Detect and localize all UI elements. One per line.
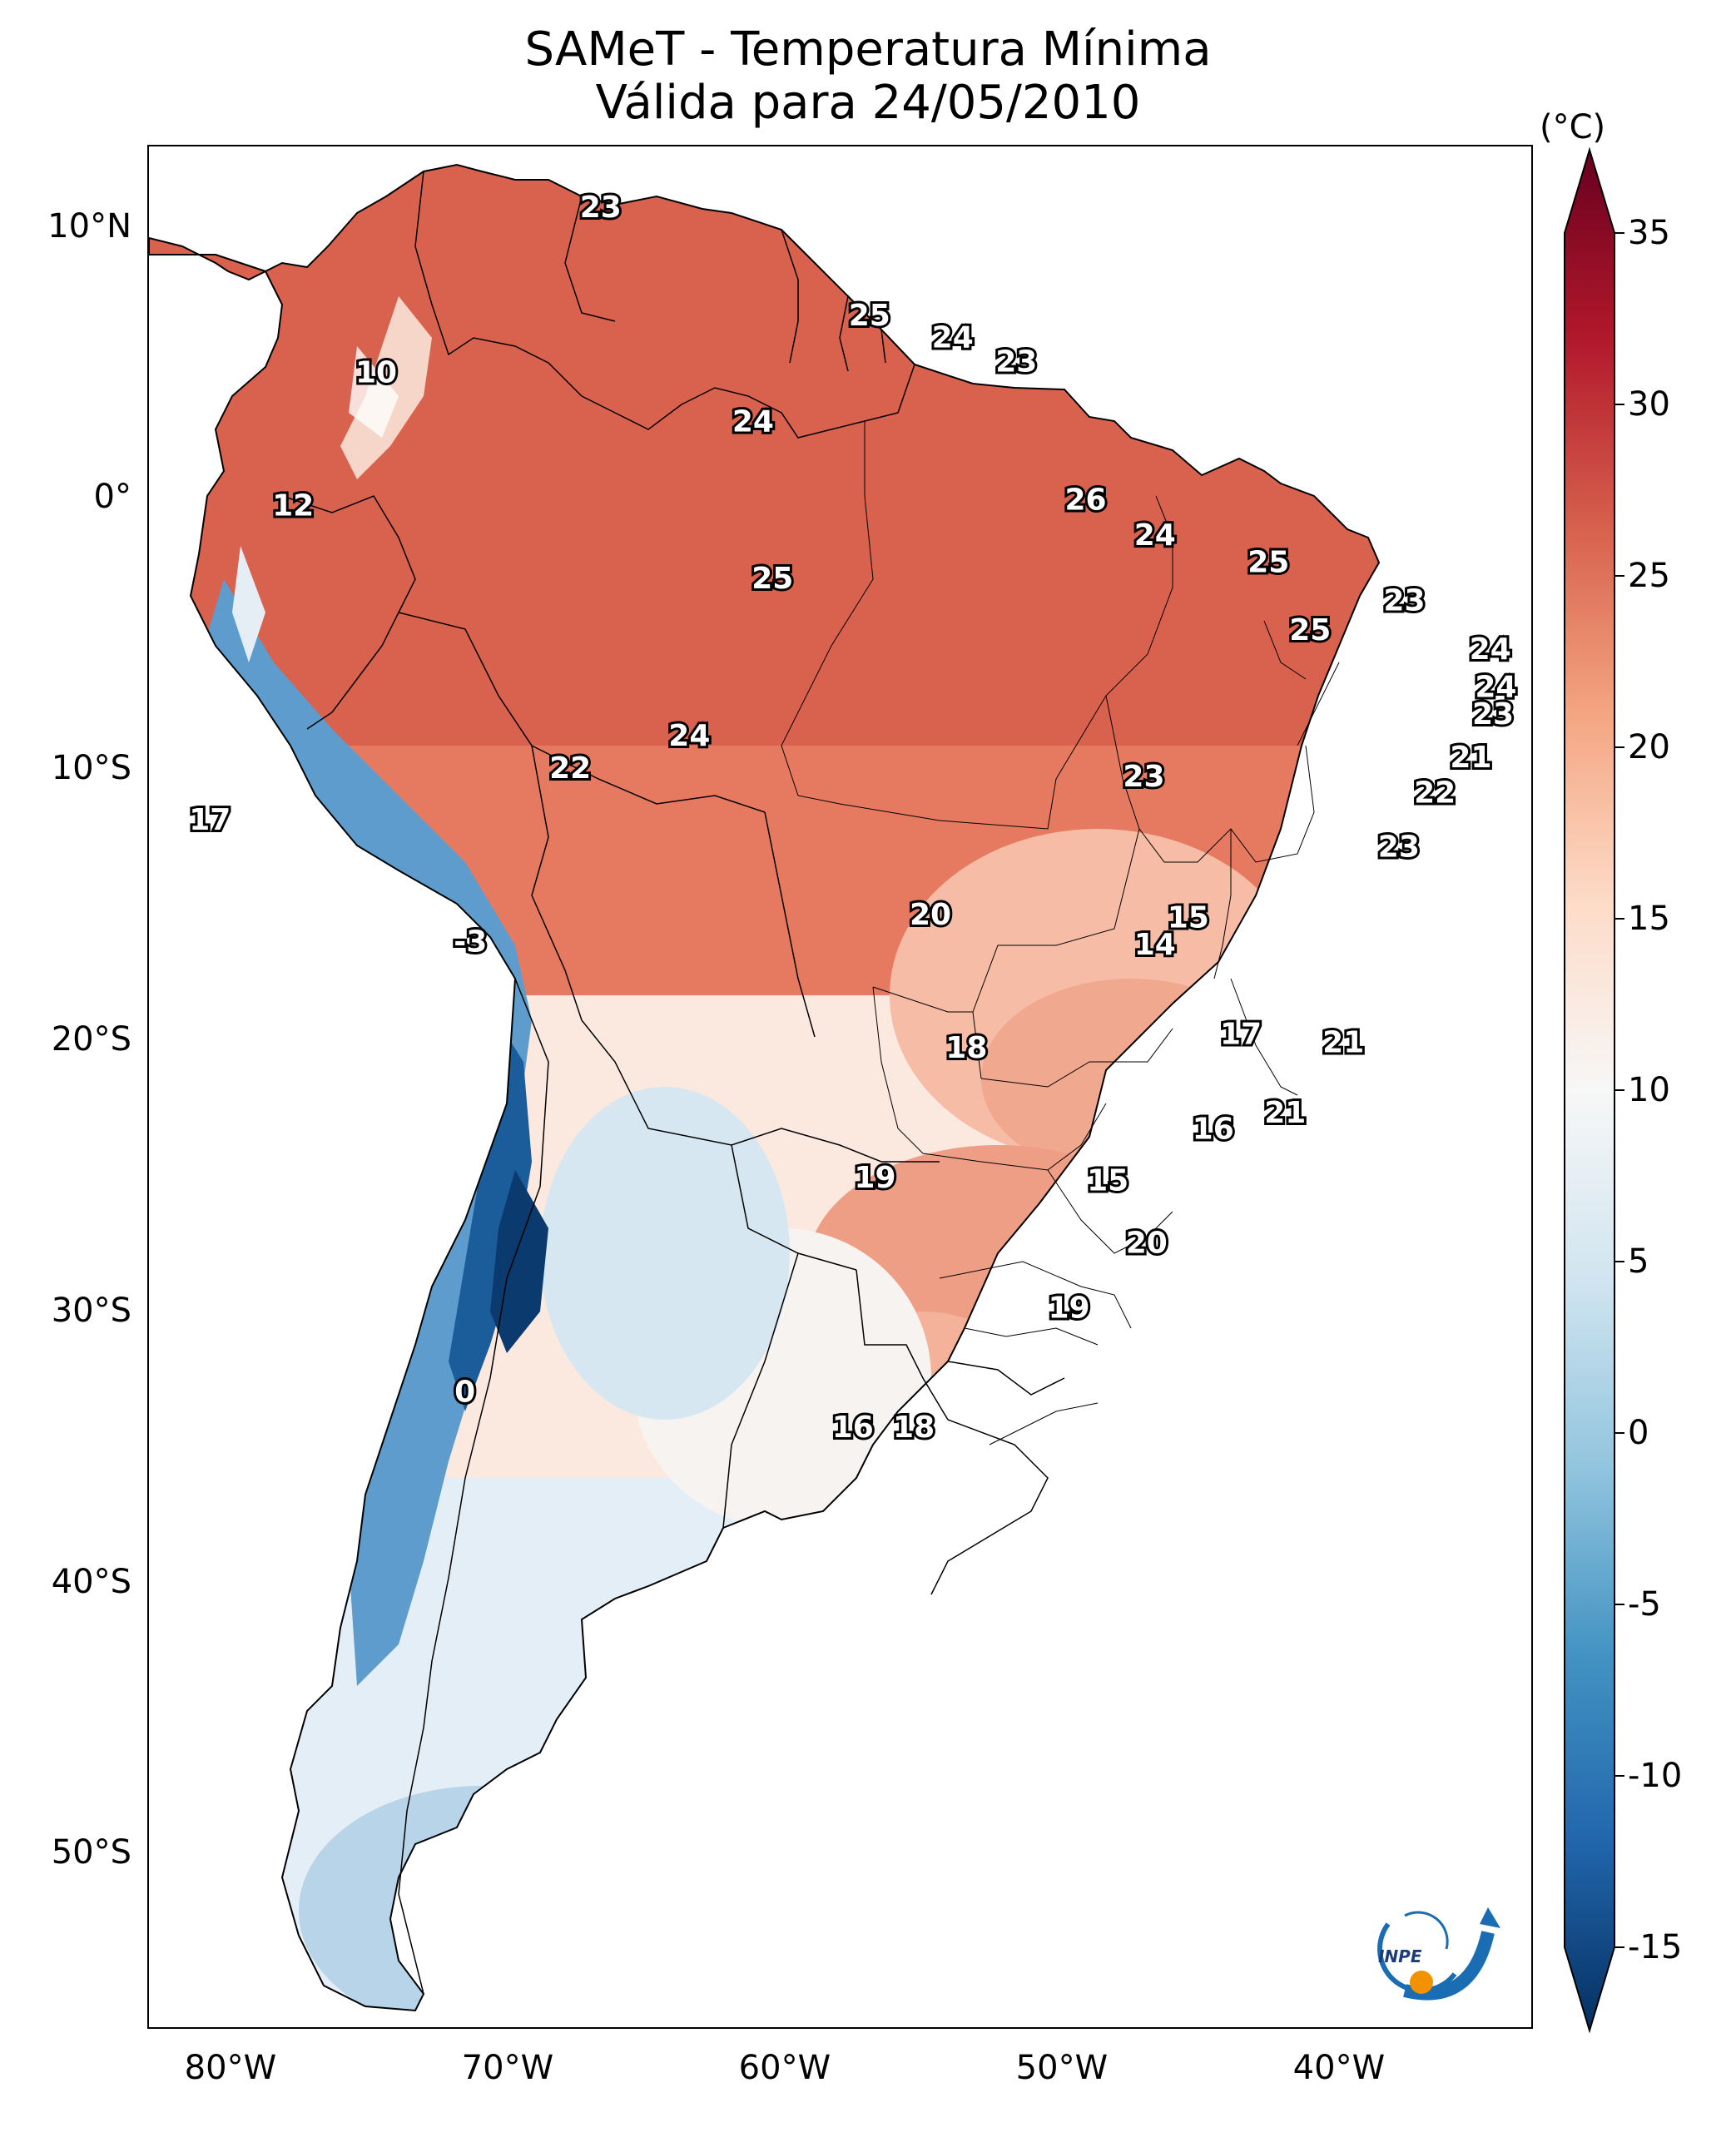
- inpe-logo: INPE: [1377, 1907, 1500, 2001]
- temperature-label: 24: [932, 320, 974, 355]
- longitude-label: 80°W: [184, 2049, 277, 2087]
- temperature-label: 22: [1414, 776, 1456, 811]
- longitude-label: 50°W: [1015, 2049, 1109, 2087]
- temperature-label: 0: [454, 1375, 475, 1409]
- temperature-label: 22: [549, 751, 591, 786]
- temperature-label: 16: [832, 1411, 874, 1445]
- longitude-label: 70°W: [461, 2049, 554, 2087]
- temperature-label: 25: [751, 562, 793, 596]
- temperature-label: 24: [1475, 671, 1516, 705]
- colorbar-tick-label: -5: [1628, 1585, 1661, 1624]
- country-borders: [281, 171, 1065, 1995]
- temperature-label: 17: [189, 803, 231, 837]
- latitude-label: 30°S: [51, 1291, 131, 1330]
- temperature-label: 23: [1383, 583, 1425, 617]
- temperature-label: 21: [1264, 1096, 1306, 1130]
- map-title-line-2: Válida para 24/05/2010: [595, 76, 1141, 130]
- longitude-label: 60°W: [738, 2049, 831, 2087]
- temperature-label: 21: [1450, 741, 1491, 775]
- temperature-label: 25: [849, 299, 890, 333]
- temperature-label: 24: [668, 719, 710, 753]
- colorbar-tick-label: 10: [1628, 1071, 1670, 1109]
- latitude-label: 0°: [93, 478, 131, 517]
- temperature-label: 16: [1193, 1112, 1234, 1146]
- temperature-label: 23: [1123, 760, 1164, 794]
- state-borders: [781, 421, 1340, 1445]
- latitude-label: 20°S: [51, 1019, 131, 1059]
- temperature-label: 23: [580, 191, 622, 225]
- colorbar-unit: (°C): [1540, 108, 1606, 146]
- latitude-label: 40°S: [51, 1562, 131, 1601]
- latitude-label: 50°S: [51, 1833, 131, 1872]
- temperature-label: 19: [854, 1161, 895, 1195]
- inpe-logo-text: INPE: [1378, 1946, 1422, 1966]
- temperature-label: 26: [1064, 483, 1106, 518]
- temperature-label: 23: [1378, 831, 1420, 865]
- temperature-label: 12: [272, 488, 314, 523]
- temperature-label: 15: [1168, 900, 1209, 935]
- temperature-label: 24: [732, 404, 774, 439]
- temperature-label: -3: [454, 925, 487, 959]
- temperature-label: 15: [1087, 1163, 1128, 1197]
- colorbar-tick-label: 30: [1628, 385, 1670, 424]
- temperature-value-labels: 2310122524232425262425252324242321222323…: [186, 188, 1519, 1447]
- temperature-label: 18: [893, 1411, 935, 1445]
- temperature-label: 14: [1134, 928, 1176, 962]
- map-frame: 23 10 12 25 24 23 24 25 26 24 25 25 23 24 24 23 21 22 23 23…: [147, 145, 1533, 2029]
- latitude-label: 10°S: [51, 749, 131, 788]
- temperature-label: 25: [1247, 546, 1289, 580]
- temperature-label: 20: [1126, 1226, 1168, 1260]
- colorbar-tick-label: 5: [1628, 1242, 1649, 1281]
- temperature-label: 23: [1472, 697, 1514, 731]
- colorbar-tick-label: 15: [1628, 900, 1670, 938]
- temperature-label: 18: [945, 1031, 987, 1065]
- temperature-label: 24: [1134, 518, 1176, 553]
- temperature-colorbar: [1564, 146, 1624, 2034]
- latitude-label: 10°N: [47, 206, 131, 245]
- colorbar-tick-label: 20: [1628, 728, 1670, 766]
- colorbar-tick-label: -10: [1628, 1757, 1683, 1795]
- temperature-label: 20: [910, 898, 951, 932]
- temperature-label: 19: [1049, 1291, 1090, 1325]
- temperature-label: 10: [355, 356, 397, 390]
- longitude-label: 40°W: [1292, 2049, 1386, 2087]
- colorbar-tick-label: 25: [1628, 557, 1670, 595]
- temperature-label: 21: [1322, 1025, 1364, 1059]
- colorbar-tick-label: -15: [1628, 1928, 1683, 1966]
- temperature-label: 17: [1220, 1017, 1262, 1051]
- temperature-label: 23: [995, 345, 1037, 379]
- temperature-field: [149, 165, 1379, 2011]
- map-title-line-1: SAMeT - Temperatura Mínima: [524, 22, 1212, 77]
- colorbar-tick-label: 35: [1628, 214, 1670, 252]
- temperature-label: 25: [1289, 613, 1331, 647]
- temperature-map: 2310122524232425262425252324242321222323…: [149, 164, 1519, 2011]
- temperature-label: 24: [1470, 632, 1511, 667]
- colorbar-tick-label: 0: [1628, 1414, 1649, 1452]
